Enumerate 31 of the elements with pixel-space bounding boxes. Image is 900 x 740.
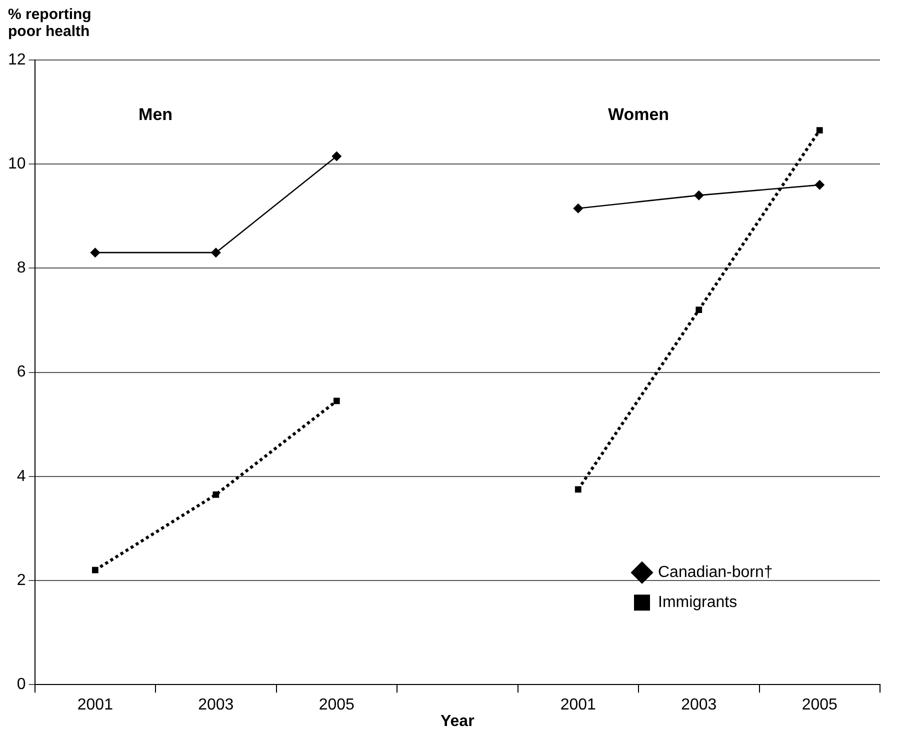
point: [814, 180, 825, 190]
point: [210, 248, 221, 258]
point: [694, 190, 704, 200]
x-tick-label: 2001: [77, 696, 114, 714]
y-tick-label: 4: [16, 468, 26, 485]
x-tick-label: 2005: [318, 696, 355, 714]
y-tick-label: 12: [8, 51, 26, 68]
point: [333, 398, 340, 404]
annotation: Women: [608, 105, 670, 124]
x-tick-label: 2001: [560, 696, 596, 714]
point: [696, 306, 702, 314]
point: [90, 248, 100, 258]
y-tick-label: 2: [16, 572, 26, 589]
point: [212, 491, 220, 498]
x-tick-label: 2003: [681, 696, 717, 714]
point: [92, 566, 98, 574]
legend-label: Immigrants: [658, 594, 738, 612]
y-tick-label: 0: [16, 676, 26, 694]
y-tick-label: 6: [16, 364, 26, 381]
y-tick-label: 10: [8, 156, 26, 173]
point: [816, 127, 823, 134]
legend-label: Canadian-born†: [658, 564, 773, 582]
x-tick-label: 2005: [802, 696, 838, 714]
y-tick-label: 8: [16, 260, 26, 277]
annotation: Men: [138, 105, 173, 124]
x-tick-label: 2003: [198, 696, 234, 714]
point: [574, 486, 582, 493]
y-axis-title: % reporting poor health: [8, 6, 92, 40]
point: [332, 151, 342, 162]
x-axis-title: Year: [440, 712, 474, 730]
point: [573, 203, 584, 214]
